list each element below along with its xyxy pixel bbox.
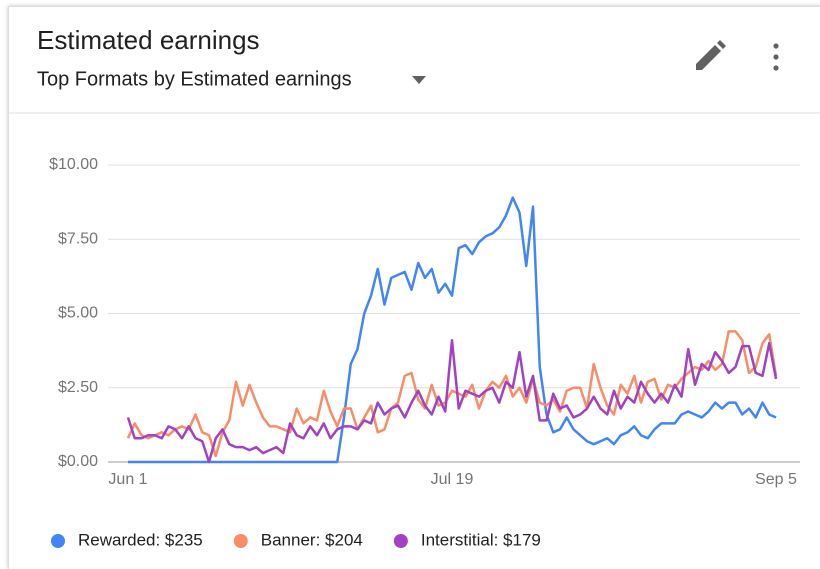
card — [8, 6, 820, 569]
x-tick-label: Jun 1 — [108, 471, 147, 488]
series-line — [128, 196, 777, 464]
y-tick-label: $5.00 — [58, 305, 98, 322]
series-line — [126, 330, 778, 458]
dropdown-arrow[interactable] — [412, 76, 426, 84]
legend-swatch — [393, 534, 408, 548]
x-tick-label: Jul 19 — [431, 471, 474, 488]
legend-label: Banner: $204 — [261, 530, 363, 549]
legend-label: Interstitial: $179 — [421, 530, 541, 549]
more-icon[interactable] — [773, 43, 779, 71]
card-title: Estimated earnings — [37, 25, 260, 55]
series-line — [126, 338, 778, 464]
legend-swatch — [51, 534, 65, 548]
y-tick-label: $2.50 — [58, 379, 98, 396]
edit-icon[interactable] — [696, 40, 726, 70]
subtitle-dropdown[interactable]: Top Formats by Estimated earnings — [37, 68, 352, 90]
y-tick-label: $10.00 — [49, 156, 98, 173]
legend-swatch — [233, 534, 248, 548]
legend-label: Rewarded: $235 — [78, 530, 203, 549]
y-tick-label: $7.50 — [58, 230, 98, 247]
y-tick-label: $0.00 — [58, 453, 98, 470]
x-tick-label: Sep 5 — [755, 471, 797, 488]
